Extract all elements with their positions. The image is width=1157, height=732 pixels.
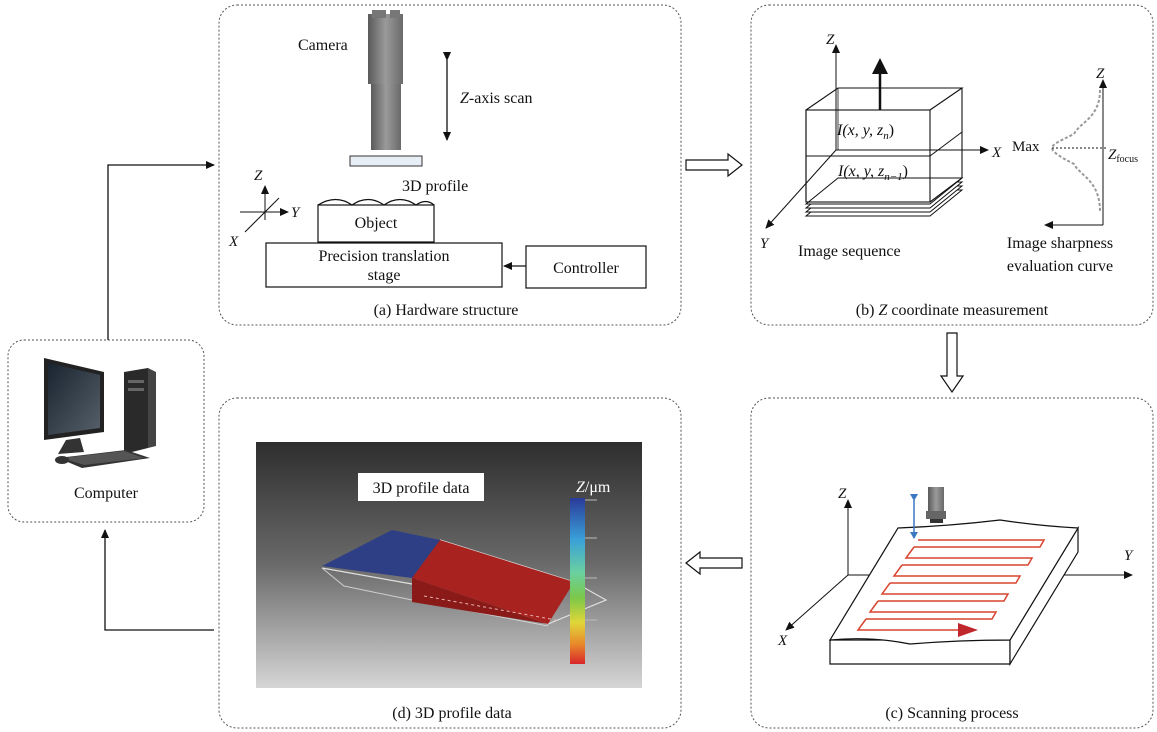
- scale-ticks: [585, 499, 597, 663]
- max-label: Max: [1012, 139, 1040, 155]
- zmeasure-axis-z: Z: [826, 32, 835, 48]
- scanning-axis-y: Y: [1124, 548, 1134, 564]
- profile-title: 3D profile data: [373, 480, 470, 497]
- iz-n-label: I(x, y, zn): [836, 122, 894, 142]
- zmeasure-axes: [765, 44, 989, 229]
- hardware-axis-x: X: [228, 234, 239, 250]
- profile-3d-blocks: [321, 530, 608, 627]
- camera-label: Camera: [298, 37, 348, 54]
- camera-graphic: [349, 10, 423, 167]
- controller-box: [525, 245, 647, 289]
- scanning-caption: (c) Scanning process: [885, 705, 1018, 722]
- z-scan-label: Z-axis scan: [460, 90, 532, 107]
- hardware-axes: [240, 185, 289, 233]
- scale-label: Z/μm: [576, 479, 611, 496]
- translation-stage: [265, 242, 503, 288]
- z-focus-label: Zfocus: [1108, 147, 1138, 165]
- image-sequence-label: Image sequence: [798, 243, 901, 260]
- hollow-arrow-b-to-c: [939, 332, 965, 394]
- scan-direction-arrow: [958, 623, 978, 637]
- computer-icon: [44, 358, 156, 468]
- stack-up-arrow: [872, 58, 888, 110]
- zmeasure-axis-x: X: [991, 145, 1002, 161]
- curve-label-line1: Image sharpness: [1007, 235, 1113, 252]
- hardware-axis-y: Y: [291, 205, 301, 221]
- scanning-axis-z: Z: [838, 486, 847, 502]
- iz-n1-label: I(x, y, zn−1): [837, 163, 908, 183]
- profile-color-scale: [570, 498, 585, 664]
- profile-3d-label: 3D profile: [402, 178, 468, 195]
- curve-axis-z: Z: [1096, 66, 1105, 82]
- hardware-caption: (a) Hardware structure: [374, 302, 519, 319]
- computer-label: Computer: [74, 485, 139, 502]
- controller-label: Controller: [553, 260, 619, 277]
- stage-label-line1: Precision translation: [318, 248, 449, 265]
- flow-arrow-computer-to-hardware: [107, 161, 215, 340]
- scan-camera: [926, 487, 946, 523]
- profile-title-box: [358, 473, 484, 501]
- panel-zmeasure-frame: [750, 4, 1154, 326]
- hollow-arrow-a-to-b: [685, 152, 743, 178]
- object-block: [317, 198, 435, 243]
- object-label: Object: [355, 215, 398, 232]
- zmeasure-caption: (b) Z coordinate measurement: [856, 302, 1049, 319]
- curve-label-line2: evaluation curve: [1007, 258, 1113, 275]
- profile-caption: (d) 3D profile data: [392, 705, 512, 722]
- sharpness-curve-axes: [1044, 79, 1107, 229]
- scan-specimen: [828, 519, 1080, 667]
- hollow-arrow-c-to-d: [685, 550, 743, 576]
- flow-arrow-profile-to-computer: [101, 529, 214, 631]
- sharpness-curve: [1050, 89, 1101, 213]
- stage-label-line2: stage: [368, 267, 401, 284]
- zmeasure-axis-y: Y: [760, 236, 770, 252]
- scan-path: [856, 539, 1046, 631]
- hardware-axis-z: Z: [254, 168, 263, 184]
- scanning-axis-x: X: [777, 633, 788, 649]
